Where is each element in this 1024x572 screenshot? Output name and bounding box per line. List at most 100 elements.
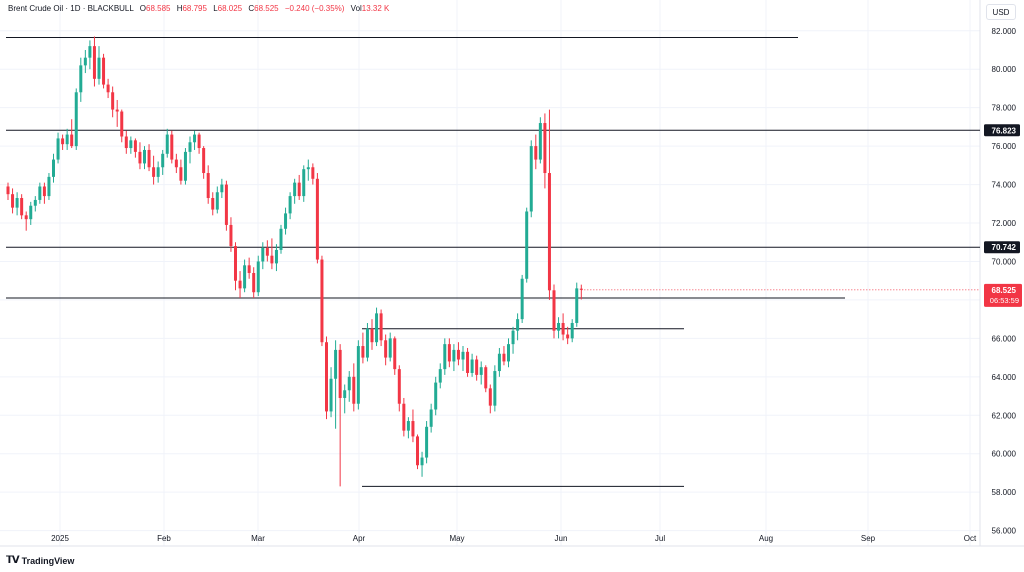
open-value: 68.585 — [146, 4, 171, 13]
candle-body — [466, 351, 470, 373]
candle-body — [443, 344, 447, 370]
tradingview-logo[interactable]: 𝗧𝗩 TradingView — [6, 555, 74, 566]
candles — [6, 36, 583, 487]
volume-label: Vol — [350, 4, 362, 13]
y-tick-label: 64.000 — [992, 373, 1017, 382]
x-tick-label: Feb — [157, 534, 171, 543]
close-label: C — [248, 4, 255, 13]
grid-layer — [0, 0, 980, 546]
y-tick-label: 60.000 — [992, 450, 1017, 459]
candle-body — [197, 134, 201, 149]
y-tick-label: 72.000 — [992, 219, 1017, 228]
low-label: L — [213, 4, 218, 13]
x-tick-label: 2025 — [51, 534, 69, 543]
symbol-legend[interactable]: Brent Crude Oil · 1D · BLACKBULL O68.585… — [8, 4, 389, 13]
y-tick-label: 82.000 — [992, 27, 1017, 36]
candle-body — [65, 134, 69, 145]
candle-body — [434, 382, 438, 410]
candle-body — [543, 123, 547, 174]
candle-body — [511, 330, 515, 345]
candle-body — [447, 344, 451, 362]
candle-body — [92, 46, 96, 79]
candle-body — [47, 176, 51, 197]
candle-body — [420, 457, 424, 466]
candle-body — [11, 194, 15, 208]
candle-body — [529, 146, 533, 212]
candle-body — [211, 198, 215, 210]
candle-body — [484, 367, 488, 389]
candle-body — [388, 338, 392, 358]
candle-body — [502, 353, 506, 362]
candle-body — [188, 142, 192, 152]
candle-body — [238, 280, 242, 289]
candle-body — [97, 57, 101, 79]
y-tick-label: 66.000 — [992, 334, 1017, 343]
candle-body — [352, 376, 356, 404]
candle-body — [429, 409, 433, 427]
candle-body — [338, 349, 342, 398]
y-tick-label: 56.000 — [992, 527, 1017, 536]
candle-body — [311, 167, 315, 179]
candle-body — [557, 322, 561, 331]
candle-body — [124, 136, 128, 149]
candle-body — [111, 92, 115, 110]
candle-body — [88, 46, 92, 58]
x-tick-label: Jun — [555, 534, 568, 543]
change-value: −0.240 (−0.35%) — [284, 4, 345, 13]
candle-body — [215, 192, 219, 210]
high-value: 68.795 — [182, 4, 207, 13]
tradingview-logo-icon: 𝗧𝗩 — [6, 555, 20, 566]
candle-body — [252, 273, 256, 293]
candle-body — [520, 278, 524, 320]
candle-body — [347, 376, 351, 391]
candle-body — [516, 319, 520, 331]
x-tick-label: Oct — [964, 534, 977, 543]
candle-body — [566, 334, 570, 339]
currency-button[interactable]: USD — [986, 4, 1016, 20]
candle-body — [61, 138, 65, 145]
candle-body — [411, 421, 415, 437]
candle-body — [79, 65, 83, 93]
price-axis[interactable]: 56.00058.00060.00062.00064.00066.00068.0… — [992, 27, 1017, 536]
candle-body — [547, 173, 551, 291]
candle-body — [356, 346, 360, 404]
candle-body — [102, 57, 106, 85]
close-value: 68.525 — [254, 4, 279, 13]
candle-body — [52, 159, 55, 177]
candle-body — [579, 288, 583, 290]
candle-body — [183, 151, 187, 181]
candle-body — [288, 196, 292, 214]
candle-body — [343, 390, 347, 398]
candle-body — [365, 328, 369, 358]
candle-body — [143, 149, 146, 164]
candle-body — [302, 169, 306, 197]
y-tick-label: 78.000 — [992, 104, 1017, 113]
candle-body — [284, 213, 288, 229]
volume-value: 13.32 K — [361, 4, 390, 13]
candle-body — [270, 255, 274, 264]
y-tick-label: 58.000 — [992, 488, 1017, 497]
candle-body — [507, 344, 510, 362]
candle-body — [170, 134, 174, 160]
candle-body — [15, 198, 19, 208]
candle-body — [20, 198, 24, 216]
candle-body — [525, 211, 529, 279]
symbol-name[interactable]: Brent Crude Oil · 1D · BLACKBULL — [8, 4, 134, 13]
candle-body — [470, 359, 474, 373]
last-price-tag — [984, 283, 1022, 307]
candle-body — [575, 288, 579, 323]
candle-body — [329, 378, 333, 412]
candle-body — [6, 186, 10, 195]
x-tick-label: Sep — [861, 534, 876, 543]
candle-body — [106, 84, 110, 93]
candle-body — [393, 338, 397, 370]
candle-body — [193, 134, 197, 143]
candle-body — [397, 369, 401, 404]
candle-body — [534, 146, 538, 160]
candle-body — [438, 369, 442, 383]
time-axis[interactable]: 2025 Feb Mar Apr May Jun Jul Aug Sep Oct — [51, 534, 977, 543]
candle-body — [206, 173, 210, 199]
candle-body — [74, 92, 78, 147]
